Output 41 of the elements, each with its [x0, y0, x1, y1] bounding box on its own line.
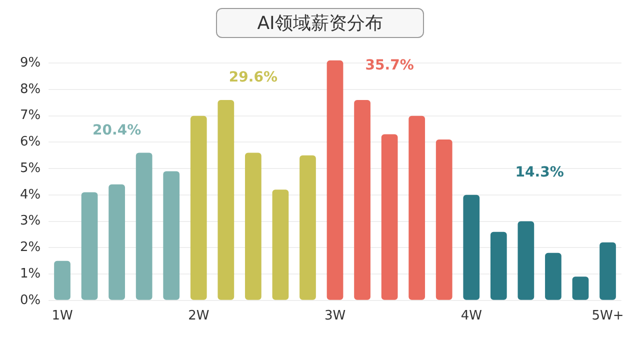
bar	[381, 134, 398, 300]
annotation: 29.6%	[228, 70, 278, 86]
bar	[190, 116, 207, 300]
bar	[354, 100, 370, 300]
bar	[436, 140, 452, 300]
bar	[218, 100, 234, 300]
bar	[490, 232, 507, 300]
y-tick-label: 6%	[20, 134, 41, 150]
bar	[463, 194, 480, 300]
bar	[572, 276, 589, 300]
y-tick-label: 9%	[20, 55, 41, 70]
bar	[136, 152, 152, 300]
bar	[518, 221, 534, 300]
bar	[408, 116, 426, 300]
annotation: 14.3%	[515, 164, 564, 181]
bar	[326, 60, 344, 300]
x-tick-label: 1W	[52, 308, 73, 324]
bar	[545, 252, 562, 300]
bar	[81, 192, 98, 300]
x-tick-label: 5W+	[592, 308, 624, 324]
y-tick-label: 4%	[20, 187, 41, 202]
bar	[108, 184, 125, 300]
annotation: 35.7%	[365, 57, 414, 74]
chart-title: AI领域薪资分布	[216, 8, 424, 38]
x-tick-label: 4W	[460, 308, 482, 324]
x-tick-label: 2W	[188, 308, 210, 324]
bar	[300, 155, 316, 300]
y-tick-label: 3%	[20, 214, 41, 229]
y-tick-label: 0%	[20, 292, 41, 308]
x-tick-label: 3W	[324, 308, 346, 324]
annotation: 20.4%	[92, 122, 142, 138]
bar	[272, 190, 289, 300]
bar	[163, 171, 180, 300]
bar	[54, 260, 70, 300]
y-tick-label: 2%	[20, 240, 41, 256]
y-tick-label: 1%	[20, 266, 41, 282]
bar	[245, 152, 262, 300]
bar	[600, 242, 616, 300]
y-tick-label: 8%	[20, 82, 41, 97]
y-tick-label: 7%	[20, 108, 41, 124]
y-tick-label: 5%	[20, 160, 41, 176]
